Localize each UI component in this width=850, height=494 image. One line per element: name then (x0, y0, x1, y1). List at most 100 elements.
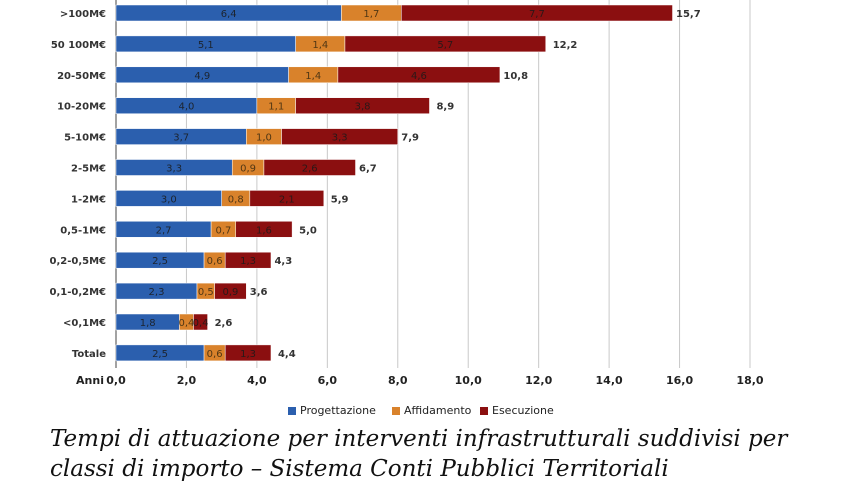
category-label: Totale (72, 349, 106, 360)
data-label: 2,5 (152, 256, 168, 267)
data-label: 0,4 (178, 318, 194, 329)
total-label: 7,9 (401, 133, 419, 144)
category-label: 0,1-0,2M€ (50, 287, 107, 298)
bar-esecuzione (401, 4, 673, 22)
x-axis-label: Anni (76, 374, 104, 387)
total-label: 8,9 (436, 102, 454, 113)
category-label: 2-5M€ (71, 164, 106, 175)
category-label: >100M€ (60, 9, 106, 20)
data-label: 3,3 (166, 164, 182, 175)
category-label: 0,2-0,5M€ (50, 256, 107, 267)
x-tick-labels: 0,0 2,0 4,0 6,0 8,0 10,0 12,0 14,0 16,0 18,0 (106, 374, 764, 387)
total-label: 6,7 (359, 164, 377, 175)
data-label: 5,1 (198, 40, 214, 51)
legend-item-esecuzione: Esecuzione (480, 404, 554, 417)
x-tick-label: 18,0 (736, 374, 763, 387)
data-label: 1,0 (256, 133, 272, 144)
stacked-bar-chart: 6,4 1,7 7,7 15,7 5,1 1,4 5,7 12,2 4,9 1,4 4,6 10,8 4… (50, 0, 764, 387)
bar-esecuzione (224, 251, 272, 269)
legend-swatch (288, 406, 296, 415)
data-label: 4,9 (194, 71, 210, 82)
x-tick-label: 2,0 (177, 374, 197, 387)
bar-esecuzione (235, 221, 293, 238)
legend-label: Affidamento (404, 404, 472, 417)
bar-esecuzione (295, 97, 430, 114)
category-label: 10-20M€ (57, 102, 106, 113)
total-label: 4,3 (274, 256, 292, 267)
x-tick-label: 4,0 (247, 374, 267, 387)
legend: Progettazione Affidamento Esecuzione (0, 404, 850, 422)
legend-item-progettazione: Progettazione (288, 404, 376, 417)
data-label: 4,0 (178, 102, 194, 113)
data-label: 0,6 (207, 349, 223, 360)
data-label: 0,6 (207, 256, 223, 267)
data-label: 2,1 (279, 194, 295, 205)
data-label: 0,7 (215, 225, 231, 236)
category-label: <0,1M€ (63, 318, 106, 329)
data-label: 0,9 (223, 287, 239, 298)
data-label: 3,0 (161, 194, 177, 205)
data-label: 1,4 (312, 40, 328, 51)
bar-esecuzione (344, 35, 546, 53)
x-tick-label: 6,0 (318, 374, 338, 387)
data-label: 1,8 (140, 318, 156, 329)
data-label: 1,4 (305, 71, 321, 82)
data-label: 7,7 (529, 9, 545, 20)
data-label: 4,6 (411, 71, 427, 82)
bar-esecuzione (193, 313, 208, 331)
bars: 6,4 1,7 7,7 15,7 5,1 1,4 5,7 12,2 4,9 1,4 4,6 10,8 4… (115, 4, 701, 362)
data-label: 2,7 (156, 225, 172, 236)
total-label: 2,6 (215, 318, 233, 329)
x-tick-label: 14,0 (596, 374, 623, 387)
data-label: 1,6 (256, 225, 272, 236)
bar-esecuzione (281, 128, 399, 145)
data-label: 3,7 (173, 133, 189, 144)
x-tick-label: 10,0 (455, 374, 482, 387)
legend-swatch (392, 406, 400, 415)
gridlines (115, 0, 751, 368)
legend-label: Esecuzione (492, 404, 554, 417)
data-label: 1,7 (363, 9, 379, 20)
data-label: 1,3 (240, 349, 256, 360)
data-label: 2,3 (149, 287, 165, 298)
caption-line-2: classi di importo – Sistema Conti Pubbli… (50, 456, 669, 482)
legend-label: Progettazione (300, 404, 376, 417)
total-label: 15,7 (676, 9, 701, 20)
total-label: 5,0 (299, 225, 317, 236)
caption-line-1: Tempi di attuazione per interventi infra… (50, 426, 788, 452)
total-label: 3,6 (250, 287, 268, 298)
data-label: 1,3 (240, 256, 256, 267)
bar-esecuzione (263, 159, 356, 176)
data-label: 0,8 (228, 194, 244, 205)
x-tick-label: 12,0 (525, 374, 552, 387)
total-label: 5,9 (331, 194, 349, 205)
data-label: 3,8 (355, 102, 371, 113)
category-label: 5-10M€ (64, 133, 106, 144)
category-label: 20-50M€ (57, 71, 106, 82)
data-label: 2,6 (302, 164, 318, 175)
total-label: 4,4 (278, 349, 296, 360)
x-tick-label: 0,0 (106, 374, 126, 387)
category-label: 50 100M€ (51, 40, 106, 51)
category-label: 1-2M€ (71, 194, 106, 205)
data-label: 3,3 (332, 133, 348, 144)
total-label: 12,2 (553, 40, 578, 51)
x-tick-label: 8,0 (388, 374, 408, 387)
bar-esecuzione (224, 344, 272, 362)
x-tick-label: 16,0 (666, 374, 693, 387)
data-label: 0,9 (240, 164, 256, 175)
data-label: 5,7 (437, 40, 453, 51)
data-label: 2,5 (152, 349, 168, 360)
data-label: 6,4 (221, 9, 237, 20)
legend-swatch (480, 406, 488, 415)
total-label: 10,8 (503, 71, 528, 82)
data-label: 1,1 (268, 102, 284, 113)
data-label: 0,5 (198, 287, 214, 298)
category-labels: >100M€ 50 100M€ 20-50M€ 10-20M€ 5-10M€ 2-5M€ 1… (50, 9, 107, 360)
bar-esecuzione (214, 282, 247, 300)
bar-esecuzione (337, 66, 501, 84)
bar-esecuzione (249, 190, 325, 207)
legend-item-affidamento: Affidamento (392, 404, 471, 417)
category-label: 0,5-1M€ (60, 225, 106, 236)
data-label: 0,4 (193, 318, 209, 329)
